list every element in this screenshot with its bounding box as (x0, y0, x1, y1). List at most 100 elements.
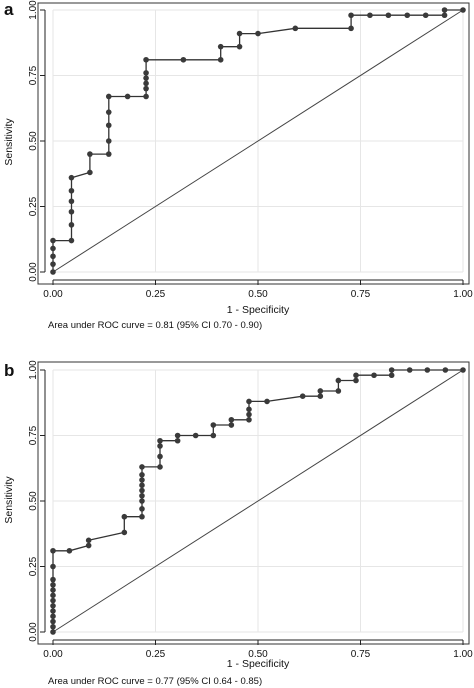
y-tick-label: 0.00 (28, 262, 39, 282)
panel-a: a 0.00 0.25 0.50 0.75 1.00 0.00 0.25 0.50 0.75 1… (3, 0, 473, 331)
roc-point (105, 151, 112, 157)
roc-point (50, 563, 56, 570)
roc-point (50, 613, 56, 620)
roc-point (180, 56, 187, 63)
roc-point (121, 513, 128, 520)
roc-point (317, 388, 324, 394)
roc-point (66, 547, 73, 554)
roc-point (246, 416, 252, 423)
roc-point (264, 398, 270, 405)
roc-point (87, 151, 93, 157)
roc-point (255, 30, 261, 37)
panel-a-auc-note: Area under ROC curve = 0.81 (95% CI 0.70… (48, 320, 262, 331)
x-tick-label: 0.00 (43, 289, 63, 300)
roc-point (442, 367, 449, 373)
panel-a-y-axis-title: Sensitivity (3, 118, 15, 166)
roc-point (68, 237, 75, 244)
roc-point (292, 25, 299, 32)
roc-point (367, 12, 373, 19)
y-tick-label: 1.00 (28, 0, 39, 20)
roc-point (441, 7, 448, 13)
roc-point (68, 222, 75, 228)
panel-b-roc-points (50, 367, 466, 635)
roc-point (228, 416, 235, 423)
y-tick-label: 0.75 (28, 65, 39, 85)
roc-point (143, 80, 149, 87)
roc-point (139, 477, 145, 483)
y-tick-label: 0.50 (28, 131, 39, 151)
roc-point (406, 367, 413, 373)
roc-point (385, 12, 392, 19)
panel-a-y-ticks: 0.00 0.25 0.50 0.75 1.00 (28, 0, 45, 282)
roc-point (348, 25, 354, 32)
roc-point (210, 432, 217, 439)
roc-point (139, 513, 145, 520)
x-tick-label: 0.25 (146, 649, 166, 660)
roc-point (404, 12, 411, 19)
roc-point (105, 93, 112, 100)
roc-point (143, 85, 149, 92)
roc-point (353, 377, 359, 384)
roc-point (422, 12, 429, 19)
x-tick-label: 0.75 (351, 649, 371, 660)
roc-point (217, 56, 224, 63)
roc-point (460, 7, 466, 13)
panel-b-x-ticks: 0.00 0.25 0.50 0.75 1.00 (43, 640, 473, 660)
panel-b-reference-line (52, 369, 464, 633)
roc-point (50, 245, 56, 252)
roc-point (424, 367, 431, 373)
roc-point (246, 398, 252, 405)
roc-point (460, 367, 466, 373)
roc-point (236, 43, 243, 50)
roc-point (157, 453, 163, 460)
roc-point (192, 432, 199, 439)
roc-point (50, 587, 56, 593)
roc-point (157, 464, 163, 470)
roc-point (50, 592, 56, 599)
roc-point (68, 208, 75, 215)
roc-point (139, 482, 145, 489)
y-tick-label: 0.75 (28, 425, 39, 445)
roc-point (371, 372, 377, 379)
x-tick-label: 0.50 (248, 649, 268, 660)
roc-point (348, 12, 354, 19)
panel-b-label: b (4, 361, 14, 380)
roc-point (50, 237, 56, 244)
roc-point (139, 506, 145, 512)
roc-point (105, 109, 112, 115)
roc-point (157, 443, 163, 449)
roc-point (50, 261, 56, 267)
y-tick-label: 0.25 (28, 196, 39, 216)
roc-point (143, 70, 149, 76)
roc-point (246, 406, 252, 413)
panel-b-y-ticks: 0.00 0.25 0.50 0.75 1.00 (28, 360, 45, 642)
roc-point (228, 422, 235, 428)
roc-point (50, 576, 56, 583)
roc-point (50, 629, 56, 635)
roc-point (105, 122, 112, 129)
roc-point (174, 437, 181, 444)
roc-point (121, 529, 128, 536)
roc-point (105, 138, 112, 144)
roc-point (50, 623, 56, 630)
panel-a-reference-line (52, 9, 464, 273)
roc-point (50, 582, 56, 588)
roc-point (335, 388, 342, 394)
roc-point (246, 411, 252, 418)
roc-point (335, 377, 342, 384)
panel-b-auc-note: Area under ROC curve = 0.77 (95% CI 0.64… (48, 676, 262, 687)
y-tick-label: 1.00 (28, 360, 39, 380)
roc-point (353, 372, 359, 379)
roc-point (143, 75, 149, 81)
roc-point (157, 437, 163, 444)
roc-point (139, 464, 145, 470)
x-tick-label: 0.75 (351, 289, 371, 300)
roc-point (50, 547, 56, 554)
panel-a-roc-points (50, 7, 466, 275)
x-tick-label: 0.25 (146, 289, 166, 300)
roc-point (50, 608, 56, 614)
roc-point (174, 432, 181, 439)
roc-point (139, 487, 145, 494)
roc-point (87, 169, 93, 176)
